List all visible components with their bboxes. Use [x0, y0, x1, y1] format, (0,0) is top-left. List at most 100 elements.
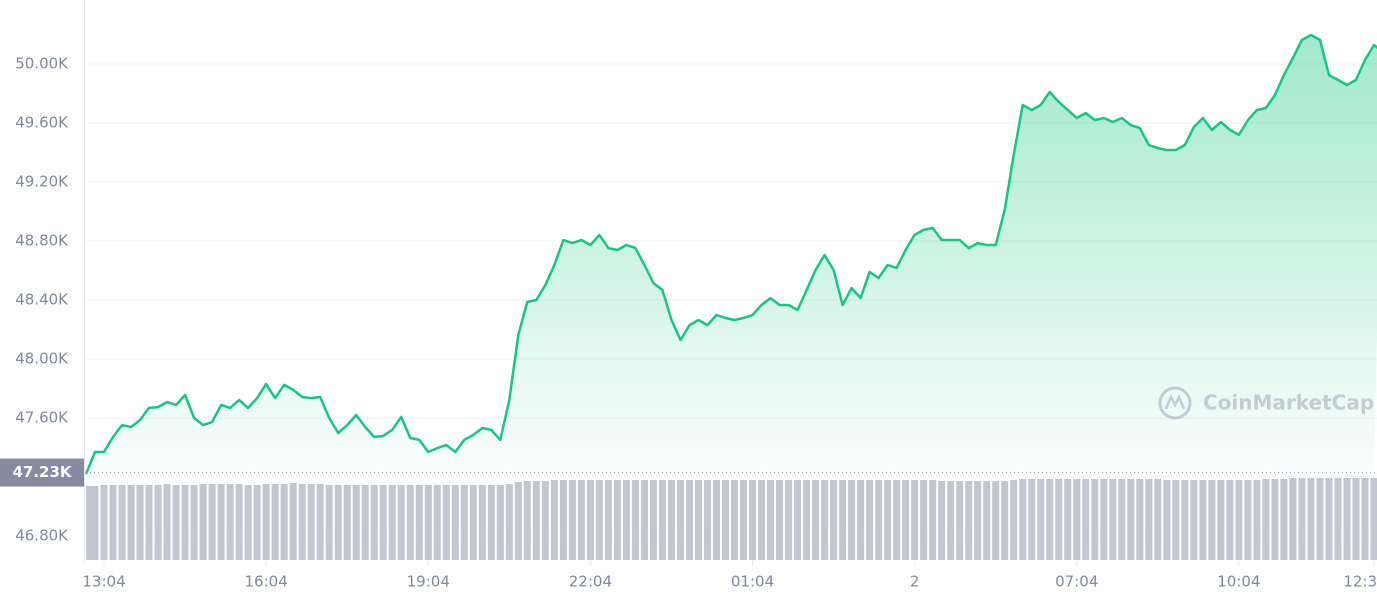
volume-bar — [902, 480, 910, 560]
volume-bar — [379, 485, 387, 560]
volume-bar — [145, 485, 153, 560]
volume-bar — [1163, 480, 1171, 560]
volume-bar — [1145, 479, 1153, 560]
y-tick-label: 46.80K — [15, 526, 69, 544]
volume-bar — [1064, 479, 1072, 560]
volume-bar — [1073, 479, 1081, 560]
volume-bar — [1127, 479, 1135, 560]
volume-bar — [253, 485, 261, 560]
volume-bar — [631, 480, 639, 560]
volume-bar — [199, 484, 207, 560]
volume-bar — [1082, 479, 1090, 560]
volume-bar — [848, 480, 856, 560]
watermark-logo — [1158, 386, 1192, 420]
volume-bar — [109, 485, 117, 560]
volume-bar — [541, 481, 549, 560]
volume-bar — [1325, 478, 1333, 560]
volume-bar — [812, 480, 820, 560]
volume-bar — [857, 480, 865, 560]
volume-bar — [343, 485, 351, 560]
volume-bar — [244, 485, 252, 560]
volume-bar — [974, 481, 982, 560]
volume-bar — [1217, 480, 1225, 560]
volume-bar — [911, 480, 919, 560]
volume-bar — [983, 481, 991, 560]
volume-bar — [397, 485, 405, 560]
volume-bar — [487, 485, 495, 560]
volume-bars — [86, 478, 1377, 560]
volume-bar — [758, 480, 766, 560]
y-tick-label: 47.60K — [15, 408, 69, 426]
volume-bar — [866, 480, 874, 560]
volume-bar — [181, 485, 189, 560]
y-tick-label: 50.00K — [15, 55, 69, 73]
volume-bar — [1028, 479, 1036, 560]
x-tick-label: 2 — [910, 573, 920, 591]
volume-bar — [649, 480, 657, 560]
volume-bar — [415, 485, 423, 560]
volume-bar — [938, 481, 946, 560]
volume-bar — [821, 480, 829, 560]
volume-bar — [1316, 478, 1324, 560]
x-tick-label: 12:3 — [1343, 573, 1377, 591]
volume-bar — [1001, 481, 1009, 560]
volume-bar — [1208, 480, 1216, 560]
volume-bar — [749, 480, 757, 560]
volume-bar — [100, 485, 108, 560]
volume-bar — [1226, 480, 1234, 560]
volume-bar — [712, 480, 720, 560]
volume-bar — [1154, 479, 1162, 560]
volume-bar — [1046, 479, 1054, 560]
volume-bar — [731, 480, 739, 560]
volume-bar — [586, 480, 594, 560]
volume-bar — [1334, 478, 1342, 560]
x-tick-label: 19:04 — [407, 573, 450, 591]
volume-bar — [947, 481, 955, 560]
volume-bar — [694, 480, 702, 560]
volume-bar — [667, 480, 675, 560]
reference-label: 47.23K — [12, 463, 72, 481]
volume-bar — [559, 480, 567, 560]
volume-bar — [1118, 479, 1126, 560]
volume-bar — [298, 484, 306, 560]
volume-bar — [208, 484, 216, 560]
volume-bar — [1361, 478, 1369, 560]
volume-bar — [217, 484, 225, 560]
volume-bar — [1199, 480, 1207, 560]
volume-bar — [1109, 479, 1117, 560]
volume-bar — [1262, 479, 1270, 560]
watermark-logo-mark — [1164, 393, 1186, 410]
volume-bar — [523, 481, 531, 560]
volume-bar — [316, 484, 324, 560]
y-tick-label: 48.40K — [15, 290, 69, 308]
volume-bar — [1037, 479, 1045, 560]
volume-bar — [640, 480, 648, 560]
volume-bar — [262, 484, 270, 560]
price-line — [84, 33, 1377, 475]
volume-bar — [136, 485, 144, 560]
volume-bar — [965, 481, 973, 560]
volume-bar — [604, 480, 612, 560]
volume-bar — [929, 480, 937, 560]
volume-bar — [893, 480, 901, 560]
volume-bar — [884, 480, 892, 560]
volume-bar — [794, 480, 802, 560]
volume-bar — [830, 480, 838, 560]
x-tick-label: 13:04 — [82, 573, 125, 591]
volume-bar — [776, 480, 784, 560]
volume-bar — [1289, 478, 1297, 560]
volume-bar — [433, 485, 441, 560]
volume-bar — [424, 485, 432, 560]
volume-bar — [785, 480, 793, 560]
volume-bar — [956, 481, 964, 560]
volume-bar — [496, 485, 504, 560]
volume-bar — [334, 485, 342, 560]
axes: 46.80K 47.60K 48.00K 48.40K 48.80K 49.20K 49.6… — [0, 55, 1377, 591]
volume-bar — [325, 485, 333, 560]
volume-bar — [1091, 479, 1099, 560]
volume-bar — [406, 485, 414, 560]
y-tick-label: 48.80K — [15, 231, 69, 249]
volume-bar — [289, 483, 297, 560]
volume-bar — [532, 481, 540, 560]
